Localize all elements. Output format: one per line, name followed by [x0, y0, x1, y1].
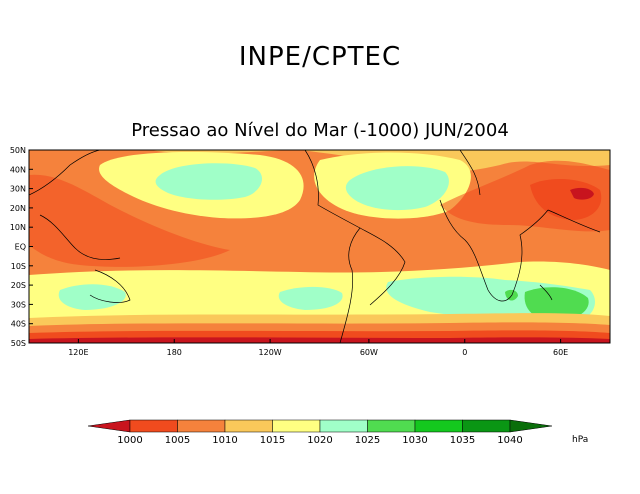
- colorbar-level-label: 1030: [402, 435, 427, 446]
- pressure-field: [29, 150, 610, 343]
- lon-tick-label: 120W: [259, 348, 282, 357]
- lat-tick-label: 20S: [11, 281, 26, 290]
- colorbar-segment: [224, 419, 273, 433]
- lat-tick-label: 40S: [11, 320, 26, 329]
- lon-tick-label: 120E: [68, 348, 88, 357]
- lat-tick-label: 30S: [11, 300, 26, 309]
- map-subtitle: Pressao ao Nível do Mar (-1000) JUN/2004: [131, 120, 509, 141]
- latitude-axis: 50N 40N 30N 20N 10N EQ 10S 20S 30S 40S 50S: [10, 146, 33, 348]
- colorbar-segment: [129, 419, 178, 433]
- colorbar-level-label: 1025: [355, 435, 380, 446]
- field-1025-npac: [155, 163, 263, 200]
- lat-tick-label: 40N: [10, 165, 26, 174]
- lon-tick-label: 60E: [553, 348, 568, 357]
- colorbar-segment: [319, 419, 368, 433]
- lat-tick-label: 20N: [10, 204, 26, 213]
- lon-tick-label: 0: [462, 348, 467, 357]
- field-1025-sw: [58, 284, 126, 310]
- colorbar-segment: [177, 419, 226, 433]
- field-core-asia: [570, 187, 594, 200]
- colorbar-segment: [272, 419, 321, 433]
- field-1025-natl: [345, 166, 449, 211]
- coastlines: [29, 150, 601, 343]
- field-1010-epac: [230, 239, 349, 271]
- lat-tick-label: 10S: [11, 262, 26, 271]
- colorbar-level-label: 1035: [450, 435, 475, 446]
- colorbar-level-label: 1010: [212, 435, 237, 446]
- colorbar-level-label: 1020: [307, 435, 332, 446]
- colorbar-segment: [414, 419, 463, 433]
- lon-tick-label: 60W: [360, 348, 378, 357]
- colorbar-segment: [462, 419, 511, 433]
- colorbar: 1000 1005 1010 1015 1020 1025 1030 1035 1040: [87, 419, 553, 446]
- lat-tick-label: 50S: [11, 339, 26, 348]
- colorbar-level-label: 1040: [497, 435, 522, 446]
- lat-tick-label: 30N: [10, 185, 26, 194]
- colorbar-level-label: 1005: [165, 435, 190, 446]
- lat-tick-label: EQ: [15, 243, 26, 252]
- colorbar-high-arrow: [509, 419, 553, 433]
- lat-tick-label: 10N: [10, 223, 26, 232]
- colorbar-level-label: 1015: [260, 435, 285, 446]
- field-1005-wpac: [29, 174, 230, 267]
- colorbar-low-arrow: [87, 419, 131, 433]
- longitude-axis: 120E 180 120W 60W 0 60E: [68, 339, 568, 357]
- colorbar-unit-label: hPa: [572, 435, 588, 445]
- field-1000-so: [29, 337, 610, 343]
- field-1025-sepac: [278, 286, 343, 310]
- colorbar-segment: [367, 419, 416, 433]
- colorbar-level-label: 1000: [117, 435, 142, 446]
- page-title: INPE/CPTEC: [238, 42, 402, 72]
- lat-tick-label: 50N: [10, 146, 26, 155]
- lon-tick-label: 180: [167, 348, 182, 357]
